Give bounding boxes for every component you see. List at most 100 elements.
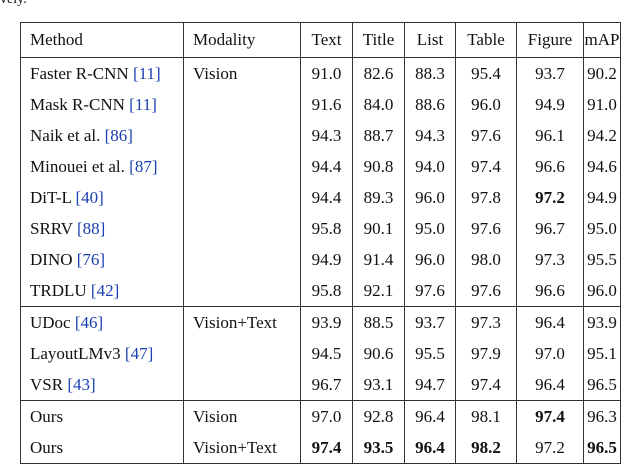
value: 88.6 <box>415 94 445 114</box>
citation: [11] <box>132 63 161 83</box>
value-cell: 97.0 <box>516 338 584 369</box>
value: 96.0 <box>415 249 445 269</box>
value-cell: 90.6 <box>352 338 405 369</box>
citation: [40] <box>75 187 104 207</box>
value-cell: 95.4 <box>455 57 517 89</box>
value-cell: 97.3 <box>455 306 517 338</box>
value: 94.4 <box>311 187 342 207</box>
value-cell: 82.6 <box>352 57 405 89</box>
value: 92.8 <box>363 406 394 426</box>
value: 91.6 <box>311 94 342 114</box>
value: 97.8 <box>471 187 501 207</box>
value-cell: 96.5 <box>583 432 621 464</box>
value-cell: 90.1 <box>352 213 405 244</box>
citation: [47] <box>124 343 154 363</box>
value-cell: 90.8 <box>352 151 405 182</box>
method-name: Minouei et al. <box>30 156 125 176</box>
value-cell: 95.0 <box>404 213 456 244</box>
modality-cell <box>183 120 301 151</box>
value: 97.6 <box>415 280 445 300</box>
table-row: Mask R-CNN [11] 91.6 84.0 88.6 96.0 94.9 91.0 <box>20 89 621 120</box>
value: 97.2 <box>535 437 565 457</box>
value-cell: 96.7 <box>300 369 353 401</box>
value-cell: 96.5 <box>583 369 621 401</box>
value: 89.3 <box>363 187 394 207</box>
value: 95.1 <box>587 343 617 363</box>
value: 96.5 <box>587 437 617 457</box>
value-cell: 97.2 <box>516 432 584 464</box>
value-cell: 93.9 <box>300 306 353 338</box>
value-cell: 97.0 <box>300 400 353 432</box>
method-cell: Ours <box>20 432 184 464</box>
method-cell: LayoutLMv3 [47] <box>20 338 184 369</box>
method-cell: VSR [43] <box>20 369 184 401</box>
value-cell: 96.1 <box>516 120 584 151</box>
value: 98.1 <box>471 406 501 426</box>
table-row: SRRV [88] 95.8 90.1 95.0 97.6 96.7 95.0 <box>20 213 621 244</box>
value: 97.9 <box>471 343 501 363</box>
table-row: Ours Vision+Text 97.4 93.5 96.4 98.2 97.2 96.5 <box>20 432 621 464</box>
method-cell: UDoc [46] <box>20 306 184 338</box>
value: 95.4 <box>471 63 501 83</box>
method-name: UDoc <box>30 312 71 332</box>
value: 96.7 <box>535 218 565 238</box>
method-name: Naik et al. <box>30 125 101 145</box>
modality: Vision+Text <box>193 437 277 457</box>
value: 95.0 <box>587 218 617 238</box>
value-cell: 97.8 <box>455 182 517 213</box>
value-cell: 95.5 <box>404 338 456 369</box>
modality-cell: Vision <box>183 57 301 89</box>
modality-cell <box>183 275 301 307</box>
table-row: TRDLU [42] 95.8 92.1 97.6 97.6 96.6 96.0 <box>20 275 621 307</box>
value: 95.8 <box>311 280 342 300</box>
value-cell: 84.0 <box>352 89 405 120</box>
modality-cell <box>183 244 301 275</box>
value-cell: 96.0 <box>404 182 456 213</box>
modality-cell <box>183 213 301 244</box>
value: 97.4 <box>535 406 565 426</box>
value: 96.4 <box>535 312 565 332</box>
method-cell: DINO [76] <box>20 244 184 275</box>
method-cell: Minouei et al. [87] <box>20 151 184 182</box>
header-cell: Table <box>455 22 517 58</box>
header-cell: List <box>404 22 456 58</box>
value-cell: 97.4 <box>455 369 517 401</box>
value: 97.0 <box>535 343 565 363</box>
value-cell: 94.5 <box>300 338 353 369</box>
method-cell: Ours <box>20 400 184 432</box>
value-cell: 96.4 <box>404 432 456 464</box>
value: 93.7 <box>535 63 565 83</box>
value-cell: 93.1 <box>352 369 405 401</box>
header-cell: mAP <box>583 22 621 58</box>
value-cell: 94.9 <box>300 244 353 275</box>
value: 91.4 <box>363 249 394 269</box>
header-cell: Text <box>300 22 353 58</box>
value-cell: 91.4 <box>352 244 405 275</box>
method-name: TRDLU <box>30 280 87 300</box>
value: 93.1 <box>363 374 394 394</box>
table-row: DiT-L [40] 94.4 89.3 96.0 97.8 97.2 94.9 <box>20 182 621 213</box>
value-cell: 97.3 <box>516 244 584 275</box>
value: 98.2 <box>471 437 501 457</box>
value: 94.5 <box>311 343 342 363</box>
value: 96.4 <box>415 437 445 457</box>
value: 95.5 <box>587 249 617 269</box>
value-cell: 95.8 <box>300 213 353 244</box>
value-cell: 96.7 <box>516 213 584 244</box>
value-cell: 96.4 <box>516 369 584 401</box>
value: 97.2 <box>535 187 565 207</box>
value-cell: 93.7 <box>404 306 456 338</box>
value: 94.3 <box>415 125 445 145</box>
method-name: DiT-L <box>30 187 72 207</box>
value: 97.6 <box>471 125 501 145</box>
value-cell: 98.2 <box>455 432 517 464</box>
value: 91.0 <box>311 63 342 83</box>
value: 94.7 <box>415 374 445 394</box>
value: 93.5 <box>363 437 394 457</box>
method-cell: DiT-L [40] <box>20 182 184 213</box>
value-cell: 96.0 <box>583 275 621 307</box>
value: 88.3 <box>415 63 445 83</box>
value: 97.0 <box>311 406 342 426</box>
method-name: Ours <box>30 406 64 426</box>
value-cell: 94.4 <box>300 151 353 182</box>
